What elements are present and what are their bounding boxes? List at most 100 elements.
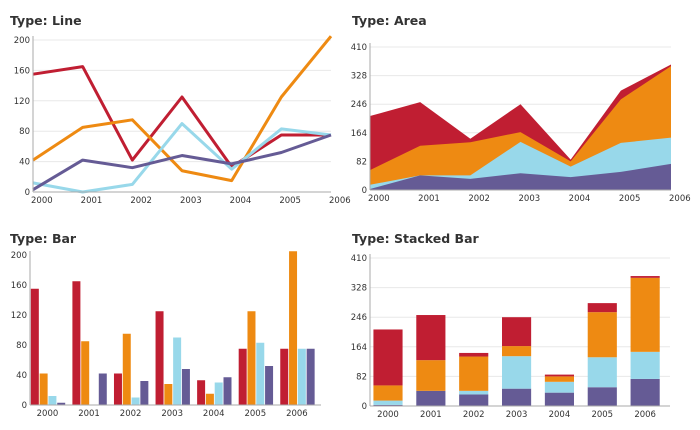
y-tick-label: 410 [351, 43, 367, 53]
stacked-bar-segment [416, 360, 446, 391]
bar [98, 373, 107, 405]
x-tick-label: 2002 [130, 196, 152, 206]
area-series [370, 163, 671, 190]
y-tick-label: 160 [11, 281, 27, 291]
area-chart-title: Type: Area [352, 13, 427, 28]
x-tick-label: 2001 [418, 194, 440, 204]
stacked-bar-segment [630, 276, 660, 278]
y-tick-label: 0 [362, 402, 367, 412]
bar [223, 377, 232, 405]
bar-chart-panel: Type: Bar 0 40 80 120 160 200 2000 2001 2002 2003… [0, 220, 340, 430]
x-tick-label: 2003 [519, 194, 541, 204]
stacked-bar-segment [502, 346, 532, 357]
area-chart: 0 82 164 246 328 410 2000 2001 2002 2003 2004 2005 2… [351, 43, 691, 204]
bar [39, 373, 48, 405]
stacked-bar-segment [544, 376, 574, 382]
x-tick-label: 2005 [591, 410, 613, 420]
stacked-bar-segment [544, 374, 574, 377]
bar [164, 384, 173, 405]
stacked-bar-segment [502, 356, 532, 389]
line-chart-panel: Type: Line 0 40 80 120 160 200 2000 2001 2002 200… [0, 0, 351, 210]
x-tick-label: 2003 [506, 410, 528, 420]
stacked-bar-segment [459, 394, 489, 406]
stacked-bar-segment [587, 357, 617, 388]
x-tick-label: 2005 [619, 194, 641, 204]
bar-chart: 0 40 80 120 160 200 2000 2001 2002 2003 2004 2005 20… [11, 251, 321, 419]
bar [297, 348, 306, 405]
stacked-bar-segment [502, 317, 532, 347]
bar [181, 369, 190, 405]
y-tick-label: 200 [14, 36, 30, 46]
x-tick-label: 2002 [120, 409, 142, 419]
y-tick-label: 246 [351, 313, 367, 323]
bar-chart-title: Type: Bar [10, 231, 77, 246]
x-tick-label: 2006 [286, 409, 308, 419]
x-tick-label: 2005 [279, 196, 301, 206]
x-tick-label: 2006 [634, 410, 656, 420]
stacked-bar-segment [587, 303, 617, 313]
bar [256, 342, 265, 405]
x-tick-label: 2006 [329, 196, 351, 206]
bar [214, 382, 223, 405]
bar [197, 380, 206, 405]
y-tick-label: 328 [351, 72, 367, 82]
bar [131, 397, 140, 405]
stacked-bar-segment [416, 390, 446, 406]
bar [140, 381, 149, 405]
y-tick-label: 0 [362, 186, 367, 196]
stacked-bar-segment [373, 400, 403, 405]
x-tick-label: 2002 [463, 410, 485, 420]
stacked-bar-segment [630, 378, 660, 406]
y-tick-label: 164 [351, 343, 367, 353]
stacked-bar-segment [459, 352, 489, 357]
y-tick-label: 82 [356, 157, 367, 167]
x-tick-label: 2000 [368, 194, 390, 204]
line-chart-title: Type: Line [10, 13, 82, 28]
x-tick-label: 2006 [669, 194, 691, 204]
x-tick-label: 2004 [203, 409, 225, 419]
y-tick-label: 410 [351, 254, 367, 264]
bar [289, 251, 298, 405]
stacked-bar-chart-panel: Type: Stacked Bar 0 82 164 246 328 410 2000 200… [350, 220, 690, 430]
y-tick-label: 0 [22, 401, 27, 411]
bar [57, 402, 66, 405]
y-tick-label: 120 [11, 311, 27, 321]
series-line [32, 35, 333, 183]
bar [265, 366, 274, 405]
y-tick-label: 164 [351, 129, 367, 139]
bar [205, 393, 214, 405]
x-tick-label: 2000 [377, 410, 399, 420]
stacked-bar-segment [630, 277, 660, 352]
x-tick-label: 2004 [549, 410, 571, 420]
bar [81, 341, 90, 405]
series-line [32, 65, 331, 169]
y-tick-label: 80 [19, 127, 30, 137]
bar [238, 348, 247, 405]
stacked-bar-segment [502, 388, 532, 406]
x-tick-label: 2004 [569, 194, 591, 204]
stacked-bar-segment [544, 392, 574, 406]
bar [173, 337, 182, 405]
line-chart: 0 40 80 120 160 200 2000 2001 2002 2003 2004 2005 20… [14, 35, 351, 206]
stacked-bar-segment [587, 387, 617, 406]
x-tick-label: 2003 [161, 409, 183, 419]
series-line [32, 133, 332, 192]
x-tick-label: 2001 [78, 409, 100, 419]
y-tick-label: 200 [11, 251, 27, 261]
y-tick-label: 82 [356, 372, 367, 382]
bar [72, 281, 81, 405]
y-tick-label: 328 [351, 284, 367, 294]
y-tick-label: 40 [16, 371, 27, 381]
x-tick-label: 2000 [37, 409, 59, 419]
bar [247, 311, 256, 405]
stacked-bar-segment [373, 329, 403, 386]
stacked-bar-segment [373, 385, 403, 401]
x-tick-label: 2003 [180, 196, 202, 206]
x-tick-label: 2001 [420, 410, 442, 420]
y-tick-label: 0 [25, 188, 30, 198]
stacked-bar-segment [630, 351, 660, 379]
bar [113, 373, 122, 405]
stacked-bar-segment [373, 404, 403, 406]
stacked-bar-segment [544, 381, 574, 393]
stacked-bar-chart: 0 82 164 246 328 410 2000 2001 2002 2003 2004 2005 2… [351, 254, 670, 420]
